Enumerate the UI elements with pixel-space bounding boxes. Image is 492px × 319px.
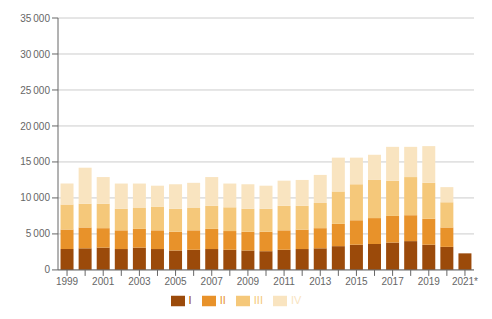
svg-text:5 000: 5 000 xyxy=(26,228,51,239)
html-text:III: III xyxy=(253,293,263,306)
svg-text:35 000: 35 000 xyxy=(20,13,50,24)
svg-text:2011: 2011 xyxy=(273,276,295,287)
svg-text:15 000: 15 000 xyxy=(20,156,50,167)
svg-text:30 000: 30 000 xyxy=(20,49,50,60)
svg-text:2005: 2005 xyxy=(164,276,187,287)
svg-text:2013: 2013 xyxy=(309,276,332,287)
svg-text:2015: 2015 xyxy=(345,276,368,287)
svg-text:1999: 1999 xyxy=(56,276,79,287)
html-text:II: II xyxy=(219,293,226,306)
svg-text:2019: 2019 xyxy=(418,276,441,287)
svg-text:2017: 2017 xyxy=(381,276,404,287)
svg-text:2021*: 2021* xyxy=(452,276,478,287)
svg-text:0: 0 xyxy=(44,264,50,275)
svg-text:25 000: 25 000 xyxy=(20,85,50,96)
html-text:IV: IV xyxy=(291,293,302,306)
svg-text:2001: 2001 xyxy=(92,276,115,287)
svg-text:20 000: 20 000 xyxy=(20,121,50,132)
svg-text:2007: 2007 xyxy=(201,276,224,287)
html-text:I: I xyxy=(188,293,192,306)
svg-text:10 000: 10 000 xyxy=(20,192,50,203)
svg-text:2003: 2003 xyxy=(128,276,151,287)
svg-text:2009: 2009 xyxy=(237,276,260,287)
